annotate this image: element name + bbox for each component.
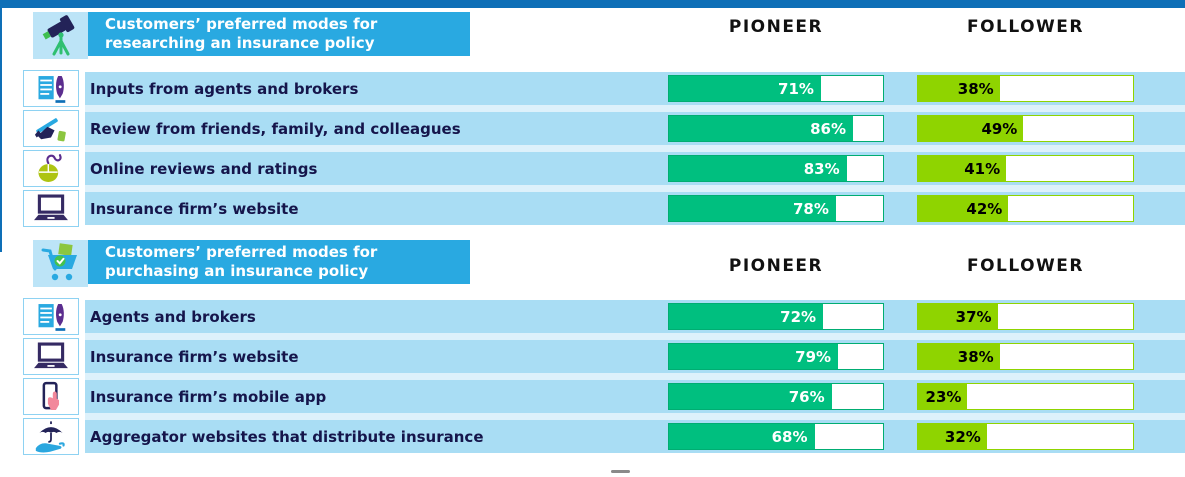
pioneer-bar-fill: 72% — [669, 304, 824, 329]
row-label: Insurance firm’s mobile app — [90, 387, 327, 406]
follower-bar-value: 32% — [944, 427, 981, 446]
row-icon-box — [23, 418, 79, 455]
pioneer-bar-fill: 86% — [669, 116, 854, 141]
pioneer-bar: 78% — [668, 195, 884, 222]
pioneer-bar: 71% — [668, 75, 884, 102]
row-icon-box — [23, 190, 79, 227]
umbrella-hand-icon — [35, 420, 65, 452]
follower-bar: 38% — [917, 75, 1134, 102]
column-header-pioneer-1: PIONEER — [728, 17, 824, 37]
section-research-icon-tile — [33, 12, 88, 59]
pioneer-bar-value: 79% — [795, 347, 832, 366]
follower-bar: 32% — [917, 423, 1134, 450]
row-label: Agents and brokers — [90, 307, 256, 326]
follower-bar-fill: 32% — [918, 424, 987, 449]
telescope-icon — [42, 15, 75, 56]
follower-bar-value: 23% — [925, 387, 962, 406]
row-icon-box — [23, 338, 79, 375]
row-label: Online reviews and ratings — [90, 159, 318, 178]
pioneer-bar-value: 83% — [803, 159, 840, 178]
follower-bar: 38% — [917, 343, 1134, 370]
row-label: Inputs from agents and brokers — [90, 79, 359, 98]
follower-bar-fill: 41% — [918, 156, 1007, 181]
pioneer-bar: 72% — [668, 303, 884, 330]
document-pen-icon — [38, 75, 66, 103]
pioneer-bar-value: 78% — [793, 199, 829, 218]
shopping-cart-icon — [41, 243, 77, 281]
top-border-bar — [0, 0, 1185, 8]
follower-bar-fill: 42% — [918, 196, 1009, 221]
section-research-title: Customers’ preferred modes for researchi… — [105, 15, 377, 53]
pioneer-bar-fill: 79% — [669, 344, 839, 369]
follower-bar: 41% — [917, 155, 1134, 182]
row-label: Review from friends, family, and colleag… — [90, 119, 461, 138]
follower-bar-value: 42% — [966, 199, 1003, 218]
pioneer-bar: 86% — [668, 115, 884, 142]
pioneer-bar-value: 71% — [778, 79, 814, 98]
section-purchase-icon-tile — [33, 240, 88, 287]
mobile-tap-icon — [42, 381, 60, 410]
pioneer-bar: 79% — [668, 343, 884, 370]
follower-bar: 37% — [917, 303, 1134, 330]
pioneer-bar-fill: 78% — [669, 196, 836, 221]
pioneer-bar-fill: 68% — [669, 424, 815, 449]
row-icon-box — [23, 110, 79, 147]
section-purchase-header: Customers’ preferred modes for purchasin… — [67, 240, 470, 284]
hand-writing-icon — [34, 117, 66, 141]
pioneer-bar: 76% — [668, 383, 884, 410]
follower-bar-value: 37% — [955, 307, 992, 326]
section-purchase-title-line2: purchasing an insurance policy — [105, 262, 369, 280]
follower-bar-fill: 38% — [918, 344, 1000, 369]
follower-bar-fill: 23% — [918, 384, 968, 409]
pioneer-bar-value: 76% — [788, 387, 825, 406]
pioneer-bar-fill: 83% — [669, 156, 847, 181]
cropped-logo-mark — [611, 470, 630, 473]
follower-bar-value: 38% — [957, 79, 994, 98]
column-header-follower-2: FOLLOWER — [966, 256, 1085, 276]
pioneer-bar: 68% — [668, 423, 884, 450]
follower-bar-value: 49% — [981, 119, 1018, 138]
section-research-title-line1: Customers’ preferred modes for — [105, 15, 378, 33]
row-label: Aggregator websites that distribute insu… — [90, 427, 484, 446]
row-icon-box — [23, 70, 79, 107]
column-header-pioneer-2: PIONEER — [728, 256, 824, 276]
laptop-icon — [34, 341, 68, 368]
follower-bar-value: 38% — [957, 347, 994, 366]
follower-bar-fill: 38% — [918, 76, 1000, 101]
pioneer-bar-fill: 76% — [669, 384, 832, 409]
follower-bar: 42% — [917, 195, 1134, 222]
pioneer-bar: 83% — [668, 155, 884, 182]
document-pen-icon — [38, 303, 66, 331]
pioneer-bar-value: 72% — [780, 307, 817, 326]
section-research-title-line2: researching an insurance policy — [105, 34, 375, 52]
row-label: Insurance firm’s website — [90, 347, 299, 366]
row-icon-box — [23, 150, 79, 187]
laptop-icon — [34, 193, 68, 220]
row-icon-box — [23, 378, 79, 415]
pioneer-bar-value: 86% — [810, 119, 847, 138]
computer-mouse-icon — [38, 153, 62, 182]
column-header-follower-1: FOLLOWER — [966, 17, 1085, 37]
row-label: Insurance firm’s website — [90, 199, 299, 218]
left-edge-line — [0, 0, 2, 252]
follower-bar-value: 41% — [964, 159, 1001, 178]
follower-bar-fill: 37% — [918, 304, 998, 329]
section-purchase-title-line1: Customers’ preferred modes for — [105, 243, 378, 261]
follower-bar: 23% — [917, 383, 1134, 410]
section-research-header: Customers’ preferred modes for researchi… — [67, 12, 470, 56]
section-purchase-title: Customers’ preferred modes for purchasin… — [105, 243, 377, 281]
pioneer-bar-fill: 71% — [669, 76, 821, 101]
row-icon-box — [23, 298, 79, 335]
pioneer-bar-value: 68% — [771, 427, 808, 446]
follower-bar-fill: 49% — [918, 116, 1024, 141]
follower-bar: 49% — [917, 115, 1134, 142]
